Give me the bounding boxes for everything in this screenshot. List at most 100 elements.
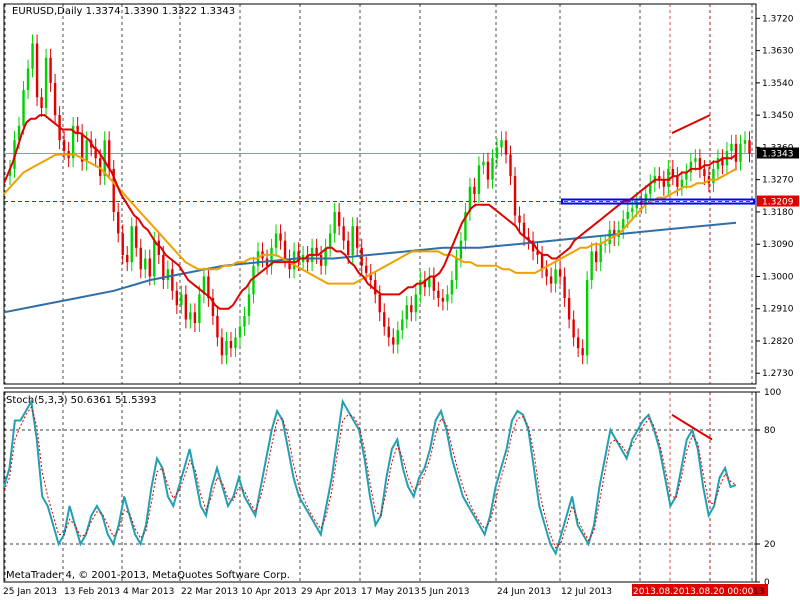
candle-body: [166, 269, 170, 281]
candle-body: [121, 233, 124, 255]
candle-body: [649, 183, 652, 194]
x-tick-label: 5 Jun 2013: [421, 587, 469, 597]
candle-body: [455, 258, 458, 281]
ma-mid-line: [3, 153, 737, 285]
blue-level-band: [561, 198, 755, 205]
price-label-box: [757, 147, 799, 159]
candle-body: [279, 233, 282, 241]
candle-body: [743, 140, 747, 144]
stoch-divergence-line: [671, 413, 713, 441]
candle-body: [419, 280, 422, 295]
x-tick-label: 22 Mar 2013: [181, 587, 238, 597]
candle-body: [428, 276, 431, 288]
candle-body: [139, 247, 142, 270]
y-tick-label: 1.2730: [762, 369, 794, 379]
candle-body: [604, 244, 607, 246]
candle-body: [135, 226, 138, 248]
candle-body: [689, 161, 693, 173]
stoch-y-tick-label: 100: [764, 388, 781, 398]
candle-body: [328, 233, 332, 248]
candle-body: [748, 140, 751, 154]
candle-body: [698, 158, 702, 169]
candle-body: [130, 226, 133, 263]
candle-body: [337, 211, 341, 227]
candle-body: [157, 240, 160, 255]
stochastic-lines: [3, 398, 737, 557]
y-tick-label: 1.2910: [762, 305, 794, 315]
candle-body: [671, 168, 675, 177]
candle-body: [437, 290, 440, 298]
candle-body: [531, 240, 535, 252]
candle-body: [676, 176, 679, 187]
candle-body: [585, 280, 589, 356]
candle-body: [234, 337, 237, 349]
candle-body: [238, 326, 242, 338]
candle-body: [184, 294, 188, 320]
candle-body: [558, 269, 562, 277]
overlays: [561, 114, 755, 441]
y-tick-label: 1.3090: [762, 240, 794, 250]
candle-body: [482, 161, 485, 166]
candle-body: [622, 219, 625, 230]
grid: [3, 3, 757, 583]
candle-body: [356, 226, 359, 248]
candle-body: [567, 297, 571, 320]
candle-body: [680, 179, 684, 187]
candle-body: [581, 348, 584, 356]
y-tick-label: 1.3540: [762, 79, 794, 89]
candle-body: [148, 258, 151, 277]
stoch-main-line: [3, 398, 737, 557]
candle-body: [17, 125, 21, 141]
candle-body: [319, 254, 323, 266]
candle-body: [721, 158, 724, 166]
x-tick-label: 10 Apr 2013: [241, 587, 297, 597]
y-tick-label: 1.3270: [762, 176, 794, 186]
candle-body: [180, 294, 183, 306]
ma-slow-line: [3, 221, 737, 314]
candle-body: [351, 226, 354, 255]
stoch-y-tick-label: 20: [764, 540, 776, 550]
y-tick-label: 1.2820: [762, 337, 794, 347]
candle-body: [31, 43, 34, 69]
candle-body: [297, 251, 300, 263]
candle-body: [572, 319, 575, 338]
candle-body: [563, 276, 566, 298]
candle-body: [459, 240, 463, 259]
candle-body: [292, 251, 296, 270]
candle-body: [103, 140, 106, 177]
candle-body: [410, 305, 413, 313]
candle-body: [35, 43, 39, 98]
candle-body: [540, 254, 544, 270]
candle-body: [392, 337, 395, 345]
candle-body: [220, 337, 224, 356]
candle-body: [414, 294, 418, 313]
candle-body: [211, 297, 215, 316]
candle-body: [94, 147, 97, 159]
candle-body: [333, 211, 336, 234]
x-tick-label: 12 Jul 2013: [561, 587, 612, 597]
candle-body: [703, 168, 706, 177]
candle-body: [500, 140, 503, 148]
candle-body: [153, 240, 156, 277]
candle-body: [207, 276, 210, 298]
candle-body: [288, 258, 291, 270]
candle-body: [486, 161, 490, 180]
x-tick-label: 2013.08.: [633, 587, 673, 597]
x-tick-label: 13 Feb 2013: [64, 587, 120, 597]
moving-averages: [3, 114, 737, 314]
candle-body: [464, 211, 467, 241]
candle-body: [193, 312, 197, 324]
candle-body: [49, 57, 52, 83]
candle-body: [554, 269, 557, 284]
candle-body: [509, 154, 512, 177]
y-tick-label: 1.3000: [762, 272, 794, 282]
ma-fast-line: [3, 114, 737, 310]
x-tick-label: 17 May 2013: [361, 587, 420, 597]
price-label-text: 1.3209: [762, 198, 794, 208]
candle-body: [71, 125, 75, 159]
candle-body: [252, 265, 255, 295]
candle-body: [117, 211, 120, 234]
candle-body: [374, 280, 377, 295]
